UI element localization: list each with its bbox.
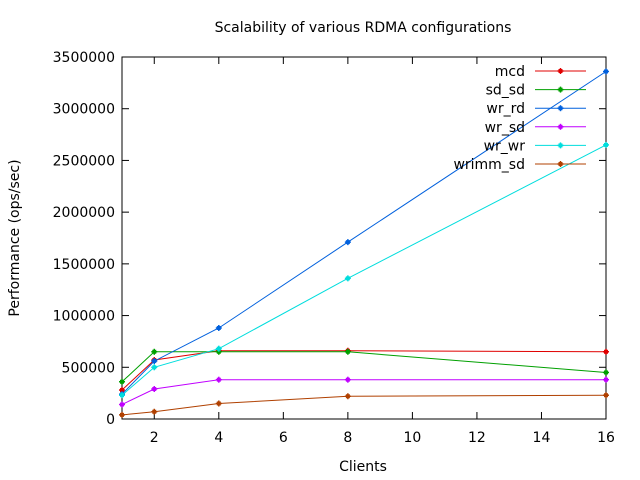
x-tick-label: 8 — [343, 430, 352, 446]
series-line-mcd — [121, 350, 607, 391]
data-point-wr_sd — [603, 376, 609, 383]
legend-entry-sd_sd: sd_sd — [486, 83, 586, 99]
data-point-wr_sd — [119, 401, 125, 408]
y-axis-label: Performance (ops/sec) — [7, 159, 23, 316]
series-wr_sd — [119, 376, 609, 408]
legend-label: wr_sd — [485, 120, 525, 136]
data-point-wr_sd — [344, 376, 351, 383]
legend-label: wr_rd — [486, 101, 525, 117]
y-tick-label: 3500000 — [53, 50, 115, 66]
y-tick-label: 1000000 — [53, 309, 115, 325]
data-point-wr_wr — [151, 364, 158, 371]
data-point-sd_sd — [119, 378, 125, 385]
x-tick-label: 4 — [214, 430, 223, 446]
data-point-sd_sd — [344, 348, 351, 355]
data-point-wrimm_sd — [119, 411, 125, 418]
y-tick-label: 2000000 — [53, 205, 115, 221]
data-point-wrimm_sd — [603, 392, 609, 399]
legend-label: sd_sd — [486, 83, 525, 99]
series-line-wr_sd — [121, 379, 606, 405]
data-point-wr_wr — [344, 275, 351, 282]
data-point-mcd — [603, 348, 609, 355]
x-tick-label: 10 — [403, 430, 421, 446]
legend-entry-wr_rd: wr_rd — [486, 101, 586, 117]
data-point-wr_rd — [215, 324, 222, 331]
legend-label: wrimm_sd — [453, 157, 525, 173]
x-tick-label: 14 — [533, 430, 551, 446]
x-tick-label: 16 — [597, 430, 615, 446]
x-axis-label: Clients — [339, 459, 387, 475]
series-wr_rd — [119, 68, 609, 398]
legend-swatch-marker — [557, 161, 564, 167]
legend-entry-wr_wr: wr_wr — [484, 138, 586, 154]
data-point-wr_rd — [344, 239, 351, 246]
legend-swatch-marker — [557, 105, 564, 112]
series-line-wrimm_sd — [121, 394, 607, 416]
y-tick-label: 0 — [106, 412, 115, 428]
legend-swatch-marker — [557, 86, 564, 93]
series-layer — [119, 68, 609, 418]
series-sd_sd — [119, 348, 609, 385]
data-point-wr_wr — [215, 345, 222, 352]
data-point-wr_rd — [151, 358, 158, 365]
data-point-sd_sd — [151, 348, 158, 355]
x-tick-label: 12 — [468, 430, 486, 446]
data-point-wrimm_sd — [215, 400, 222, 407]
legend: mcd sd_sd wr_rd wr_sd wr_wr wrimm_sd — [453, 64, 586, 173]
x-tick-label: 6 — [279, 430, 288, 446]
plot-frame — [121, 56, 607, 420]
data-point-wr_sd — [215, 376, 222, 383]
legend-label: wr_wr — [484, 138, 526, 154]
series-line-wr_rd — [121, 71, 607, 395]
series-wrimm_sd — [119, 392, 609, 418]
legend-entry-wr_sd: wr_sd — [485, 120, 586, 136]
y-tick-label: 500000 — [62, 360, 115, 376]
legend-swatch-marker — [557, 68, 564, 74]
data-point-wrimm_sd — [344, 393, 351, 400]
data-point-wr_sd — [151, 386, 158, 393]
legend-entry-wrimm_sd: wrimm_sd — [453, 157, 586, 173]
x-tick-label: 2 — [150, 430, 159, 446]
y-tick-label: 2500000 — [53, 153, 115, 169]
series-wr_wr — [119, 141, 609, 399]
y-tick-label: 1500000 — [53, 257, 115, 273]
data-point-wr_rd — [603, 68, 609, 75]
series-mcd — [119, 347, 609, 394]
data-point-wr_wr — [119, 392, 125, 399]
axis-ticks: 0 500000 1000000 1500000 2000000 2500000 30000… — [53, 50, 615, 446]
legend-swatch-marker — [557, 142, 564, 149]
chart-title: Scalability of various RDMA configuratio… — [215, 20, 512, 36]
legend-label: mcd — [495, 64, 525, 80]
data-point-sd_sd — [603, 369, 609, 376]
legend-entry-mcd: mcd — [495, 64, 586, 80]
y-tick-label: 3000000 — [53, 102, 115, 118]
data-point-wrimm_sd — [151, 408, 158, 415]
legend-swatch-marker — [557, 123, 564, 130]
series-line-sd_sd — [121, 351, 607, 383]
data-point-wr_wr — [603, 141, 609, 148]
series-line-wr_wr — [121, 144, 607, 396]
